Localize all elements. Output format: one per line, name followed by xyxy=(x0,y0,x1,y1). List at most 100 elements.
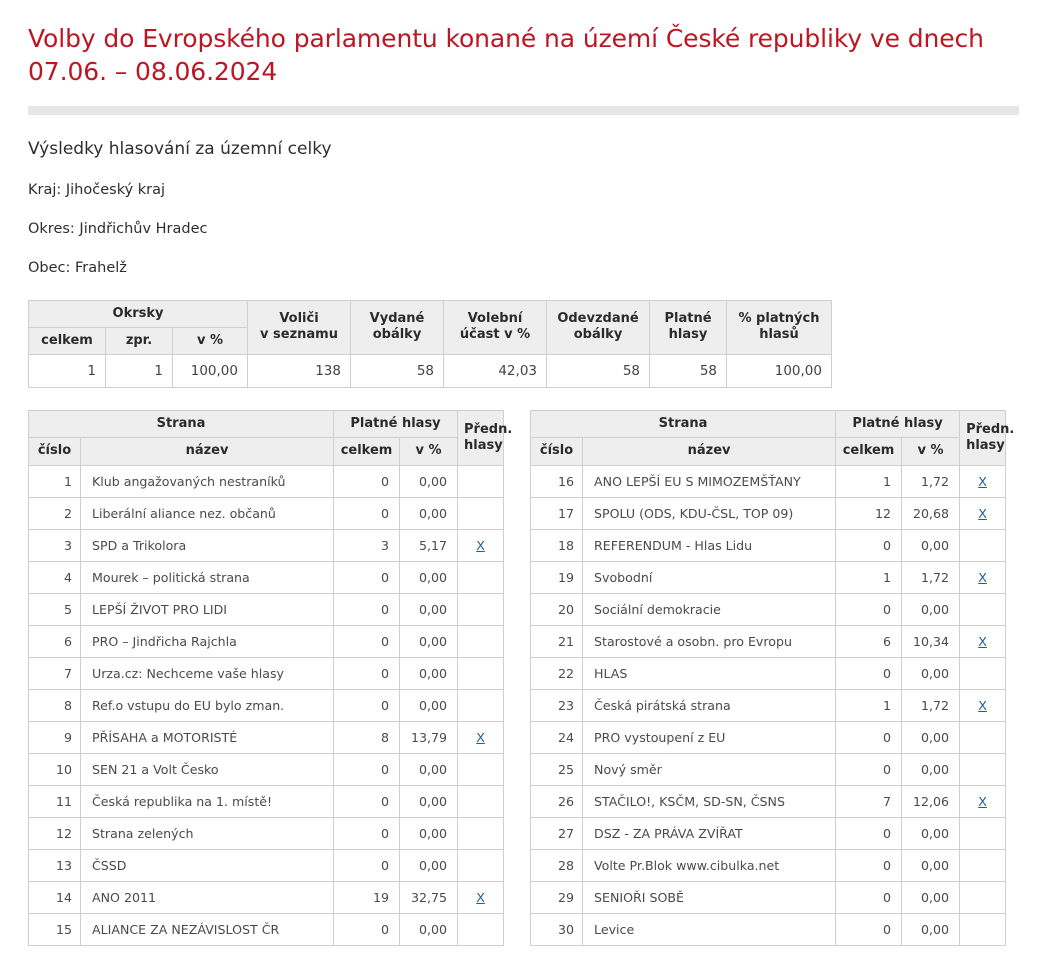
table-row: 2 Liberální aliance nez. občanů 0 0,00 xyxy=(28,496,505,530)
preferential-votes-link[interactable]: X xyxy=(978,793,987,809)
party-right-header-row-2: číslo název celkem v % xyxy=(530,437,1006,466)
summary-header-okrsky-zpr: zpr. xyxy=(105,326,173,356)
preferential-votes-link[interactable]: X xyxy=(978,473,987,489)
table-row: 23 Česká pirátská strana 1 1,72 X xyxy=(530,688,1007,722)
party-votes-percent: 0,00 xyxy=(901,816,961,850)
party-votes-total: 1 xyxy=(835,688,903,722)
table-row: 8 Ref.o vstupu do EU bylo zman. 0 0,00 xyxy=(28,688,505,722)
summary-value-volici-v-seznamu: 138 xyxy=(247,354,351,388)
party-number: 8 xyxy=(28,688,81,722)
summary-header-ucast-line2: účast v % xyxy=(459,327,531,343)
party-votes-total: 0 xyxy=(333,752,401,786)
party-right-header-row-1: Strana Platné hlasy Předn. hlasy xyxy=(530,409,1014,466)
preferential-votes-cell[interactable]: X xyxy=(959,464,1007,498)
preferential-votes-link[interactable]: X xyxy=(978,697,987,713)
summary-table-body: 1 1 100,00 138 58 42,03 58 58 100,00 xyxy=(28,354,832,388)
party-name: ANO LEPŠÍ EU S MIMOZEMŠŤANY xyxy=(582,464,837,498)
summary-header-vydane-line1: Vydané xyxy=(369,311,425,326)
party-number: 7 xyxy=(28,656,81,690)
preferential-votes-cell xyxy=(959,656,1007,690)
party-name: PŘÍSAHA a MOTORISTÉ xyxy=(79,720,335,754)
summary-header-volici-line1: Voliči xyxy=(279,311,319,326)
party-name: Liberální aliance nez. občanů xyxy=(79,496,335,530)
party-number: 10 xyxy=(28,752,81,786)
party-votes-percent: 12,06 xyxy=(901,784,961,818)
table-row: 1 Klub angažovaných nestraníků 0 0,00 xyxy=(28,464,505,498)
party-number: 17 xyxy=(530,496,584,530)
party-number: 6 xyxy=(28,624,81,658)
preferential-votes-cell[interactable]: X xyxy=(959,560,1007,594)
preferential-votes-cell xyxy=(457,688,505,722)
summary-header-odevzdane-line1: Odevzdané xyxy=(557,311,639,326)
party-votes-percent: 0,00 xyxy=(399,816,459,850)
party-right-predn-line2: hlasy xyxy=(966,437,1005,453)
party-number: 16 xyxy=(530,464,584,498)
party-left-header-row-1: Strana Platné hlasy Předn. hlasy xyxy=(27,409,512,466)
party-votes-percent: 20,68 xyxy=(901,496,961,530)
summary-value-volebni-ucast: 42,03 xyxy=(443,354,547,388)
party-votes-percent: 1,72 xyxy=(901,464,961,498)
preferential-votes-link[interactable]: X xyxy=(476,889,485,905)
party-number: 26 xyxy=(530,784,584,818)
party-votes-total: 8 xyxy=(333,720,401,754)
party-right-header-cislo: číslo xyxy=(530,437,584,466)
party-votes-percent: 0,00 xyxy=(901,656,961,690)
municipality-line: Obec: Frahelž xyxy=(28,259,127,276)
party-votes-percent: 13,79 xyxy=(399,720,459,754)
table-row: 20 Sociální demokracie 0 0,00 xyxy=(530,592,1007,626)
party-name: ANO 2011 xyxy=(79,880,335,914)
party-left-body: 1 Klub angažovaných nestraníků 0 0,00 2 Liber… xyxy=(28,464,505,946)
party-number: 9 xyxy=(28,720,81,754)
party-left-predn-line1: Předn. xyxy=(464,421,513,437)
preferential-votes-cell[interactable]: X xyxy=(959,496,1007,530)
preferential-votes-cell xyxy=(457,496,505,530)
party-votes-total: 3 xyxy=(333,528,401,562)
table-row: 29 SENIOŘI SOBĚ 0 0,00 xyxy=(530,880,1007,914)
summary-header-okrsky-vproc: v % xyxy=(172,326,248,356)
table-row: 27 DSZ - ZA PRÁVA ZVÍŘAT 0 0,00 xyxy=(530,816,1007,850)
preferential-votes-cell[interactable]: X xyxy=(959,624,1007,658)
summary-value-proc-platnych: 100,00 xyxy=(726,354,832,388)
party-right-head: Strana Platné hlasy Předn. hlasy číslo n… xyxy=(530,409,1014,466)
preferential-votes-cell[interactable]: X xyxy=(457,880,505,914)
party-votes-percent: 0,00 xyxy=(901,720,961,754)
party-right-header-platne-hlasy: Platné hlasy xyxy=(835,409,961,439)
table-row: 24 PRO vystoupení z EU 0 0,00 xyxy=(530,720,1007,754)
preferential-votes-link[interactable]: X xyxy=(978,505,987,521)
preferential-votes-link[interactable]: X xyxy=(476,729,485,745)
party-votes-percent: 0,00 xyxy=(901,528,961,562)
preferential-votes-link[interactable]: X xyxy=(476,537,485,553)
party-votes-percent: 0,00 xyxy=(399,784,459,818)
party-left-header-v-proc: v % xyxy=(399,437,459,466)
party-number: 24 xyxy=(530,720,584,754)
preferential-votes-cell[interactable]: X xyxy=(457,720,505,754)
table-row: 6 PRO – Jindřicha Rajchla 0 0,00 xyxy=(28,624,505,658)
preferential-votes-cell xyxy=(959,912,1007,946)
party-votes-percent: 0,00 xyxy=(399,688,459,722)
summary-value-okrsky-zpr: 1 xyxy=(105,354,173,388)
party-votes-percent: 5,17 xyxy=(399,528,459,562)
party-name: Starostové a osobn. pro Evropu xyxy=(582,624,837,658)
party-right-header-nazev: název xyxy=(582,437,837,466)
preferential-votes-cell xyxy=(457,784,505,818)
party-results-table-left: Strana Platné hlasy Předn. hlasy číslo n… xyxy=(27,409,512,946)
party-number: 2 xyxy=(28,496,81,530)
preferential-votes-link[interactable]: X xyxy=(978,569,987,585)
preferential-votes-cell[interactable]: X xyxy=(959,784,1007,818)
preferential-votes-cell[interactable]: X xyxy=(457,528,505,562)
preferential-votes-link[interactable]: X xyxy=(978,633,987,649)
party-number: 4 xyxy=(28,560,81,594)
table-row: 13 ČSSD 0 0,00 xyxy=(28,848,505,882)
preferential-votes-cell xyxy=(457,816,505,850)
party-votes-total: 7 xyxy=(835,784,903,818)
party-votes-percent: 0,00 xyxy=(399,496,459,530)
party-votes-total: 0 xyxy=(333,464,401,498)
party-name: REFERENDUM - Hlas Lidu xyxy=(582,528,837,562)
party-name: Strana zelených xyxy=(79,816,335,850)
summary-header-row-2: celkem zpr. v % xyxy=(28,326,832,356)
summary-table-wrapper: Okrsky Voliči v seznamu Vydané obálky Vo… xyxy=(28,276,1019,388)
preferential-votes-cell xyxy=(457,912,505,946)
preferential-votes-cell xyxy=(457,560,505,594)
preferential-votes-cell[interactable]: X xyxy=(959,688,1007,722)
preferential-votes-cell xyxy=(457,592,505,626)
